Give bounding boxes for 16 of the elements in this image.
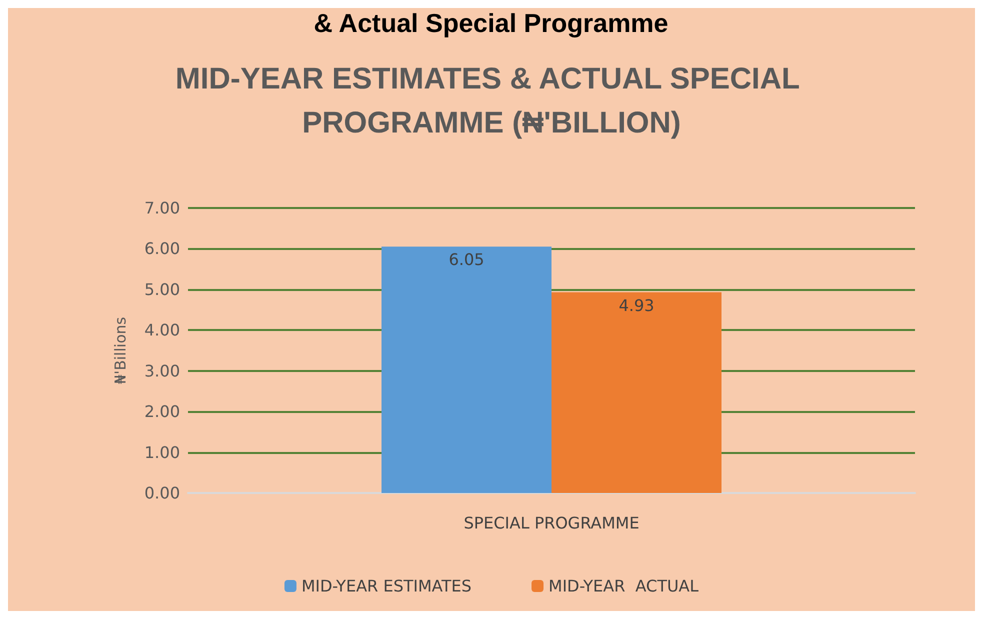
legend-label: MID-YEAR ACTUAL <box>548 576 699 596</box>
y-tick-label: 3.00 <box>144 361 180 380</box>
x-tick-label: SPECIAL PROGRAMME <box>464 514 640 532</box>
y-tick-label: 1.00 <box>144 442 180 462</box>
y-axis-title: ₦'Billions <box>112 316 130 384</box>
y-tick-label: 2.00 <box>144 402 180 422</box>
data-label: 4.93 <box>618 296 654 315</box>
y-tick-label: 5.00 <box>144 280 180 299</box>
y-tick-label: 0.00 <box>144 484 180 502</box>
y-tick-label: 6.00 <box>144 239 180 258</box>
chart-title: MID-YEAR ESTIMATES & ACTUAL SPECIAL PROGRAMME (₦'BILLION) <box>175 62 808 140</box>
y-tick-label: 4.00 <box>144 320 180 340</box>
text: & Actual Special Programme <box>314 8 668 38</box>
legend-label: MID-YEAR ESTIMATES <box>301 576 472 596</box>
data-label: 6.05 <box>448 250 484 270</box>
y-tick-label: 7.00 <box>144 198 180 218</box>
